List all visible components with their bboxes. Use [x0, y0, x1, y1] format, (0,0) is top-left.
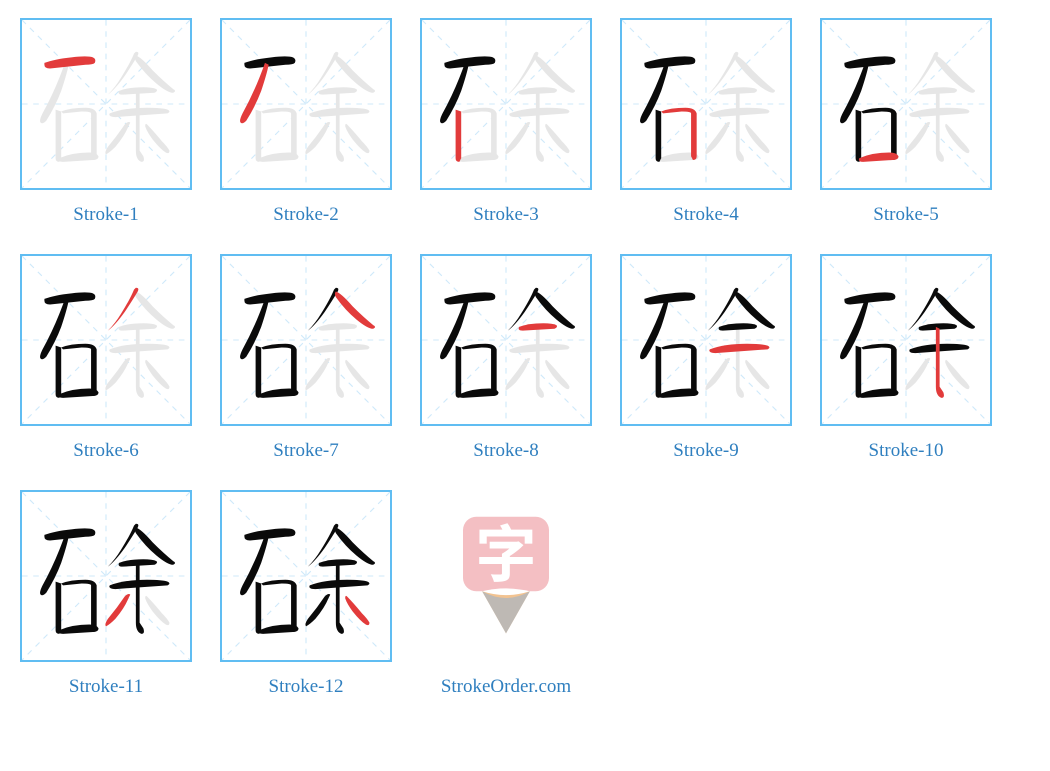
- stroke-caption: Stroke-4: [673, 204, 738, 226]
- stroke-tile: [220, 254, 392, 426]
- stroke-tile: [20, 18, 192, 190]
- stroke-caption: Stroke-6: [73, 440, 138, 462]
- stroke-caption: Stroke-8: [473, 440, 538, 462]
- site-logo-cell: 字 StrokeOrder.com: [420, 490, 592, 698]
- stroke-step: Stroke-5: [820, 18, 992, 226]
- stroke-step: Stroke-11: [20, 490, 192, 698]
- stroke-tile: [220, 18, 392, 190]
- stroke-caption: Stroke-9: [673, 440, 738, 462]
- stroke-step: Stroke-9: [620, 254, 792, 462]
- stroke-caption: Stroke-11: [69, 676, 143, 698]
- stroke-order-grid: Stroke-1 Stroke-2 Stroke-3 Stroke-4 Stro…: [20, 18, 1030, 698]
- stroke-step: Stroke-7: [220, 254, 392, 462]
- stroke-tile: [220, 490, 392, 662]
- stroke-caption: Stroke-3: [473, 204, 538, 226]
- stroke-step: Stroke-10: [820, 254, 992, 462]
- stroke-tile: [820, 18, 992, 190]
- stroke-step: Stroke-1: [20, 18, 192, 226]
- stroke-step: Stroke-12: [220, 490, 392, 698]
- stroke-tile: [820, 254, 992, 426]
- stroke-tile: [20, 254, 192, 426]
- stroke-step: Stroke-6: [20, 254, 192, 462]
- stroke-tile: [420, 254, 592, 426]
- stroke-caption: Stroke-5: [873, 204, 938, 226]
- site-logo: 字: [420, 490, 592, 662]
- stroke-step: Stroke-2: [220, 18, 392, 226]
- stroke-caption: Stroke-12: [269, 676, 344, 698]
- stroke-tile: [20, 490, 192, 662]
- stroke-step: Stroke-4: [620, 18, 792, 226]
- stroke-caption: Stroke-2: [273, 204, 338, 226]
- stroke-step: Stroke-8: [420, 254, 592, 462]
- stroke-tile: [420, 18, 592, 190]
- stroke-tile: [620, 254, 792, 426]
- stroke-caption: Stroke-10: [869, 440, 944, 462]
- svg-text:字: 字: [475, 505, 536, 594]
- stroke-caption: Stroke-1: [73, 204, 138, 226]
- site-logo-caption: StrokeOrder.com: [441, 676, 571, 698]
- stroke-step: Stroke-3: [420, 18, 592, 226]
- stroke-caption: Stroke-7: [273, 440, 338, 462]
- stroke-tile: [620, 18, 792, 190]
